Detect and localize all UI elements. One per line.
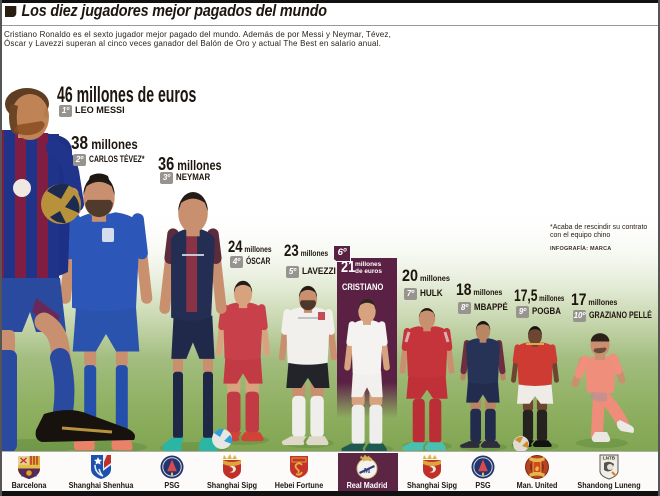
svg-text:LNTB: LNTB [603, 455, 616, 460]
svg-text:M: M [364, 467, 371, 475]
